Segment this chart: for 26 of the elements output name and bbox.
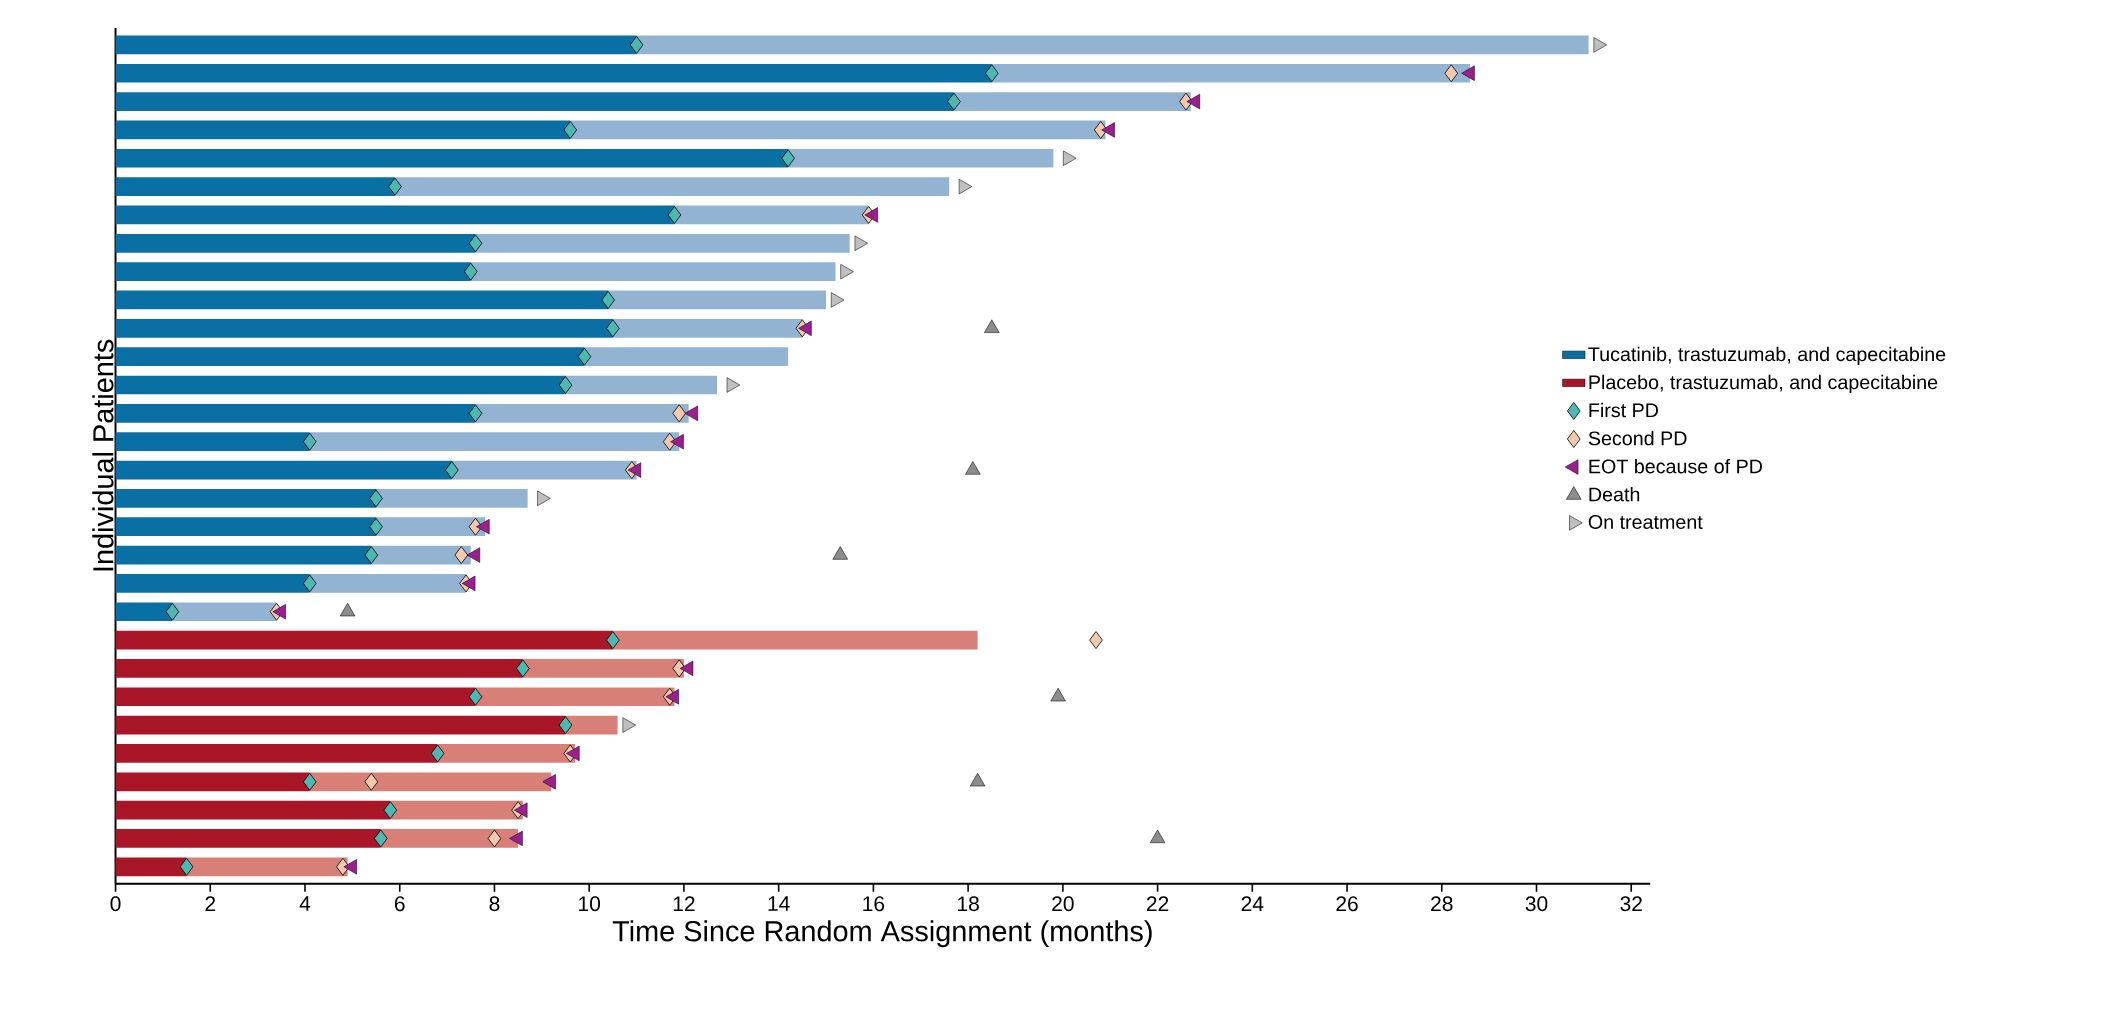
x-tick-label: 16 — [863, 896, 885, 912]
legend-label: EOT because of PD — [1589, 458, 1763, 474]
x-tick-label: 18 — [958, 896, 979, 912]
legend-label: Death — [1589, 486, 1640, 502]
y-axis-title: Individual Patients — [92, 339, 114, 571]
x-tick-label: 20 — [1052, 896, 1074, 912]
x-tick-label: 8 — [489, 896, 500, 912]
legend-label: Tucatinib, trastuzumab, and capecitabine — [1588, 346, 1946, 365]
x-tick-label: 0 — [110, 896, 121, 912]
legend-label: On treatment — [1588, 514, 1703, 529]
legend-label: Second PD — [1588, 430, 1687, 446]
legend-label: First PD — [1589, 402, 1659, 418]
legend-label: Placebo, trastuzumab, and capecitabine — [1589, 374, 1938, 394]
x-tick-label: 10 — [579, 896, 601, 912]
x-tick-label: 24 — [1241, 896, 1264, 911]
x-tick-label: 4 — [299, 896, 311, 911]
x-tick-label: 32 — [1620, 896, 1642, 912]
x-tick-label: 28 — [1431, 896, 1453, 912]
x-tick-label: 22 — [1146, 896, 1169, 911]
x-tick-label: 26 — [1336, 896, 1358, 912]
x-tick-label: 30 — [1525, 896, 1548, 912]
x-axis-title: Time Since Random Assignment (months) — [612, 920, 1152, 948]
x-tick-label: 12 — [673, 896, 695, 911]
x-tick-label: 14 — [768, 896, 790, 911]
x-tick-label: 2 — [205, 896, 216, 911]
x-tick-label: 6 — [394, 896, 405, 912]
